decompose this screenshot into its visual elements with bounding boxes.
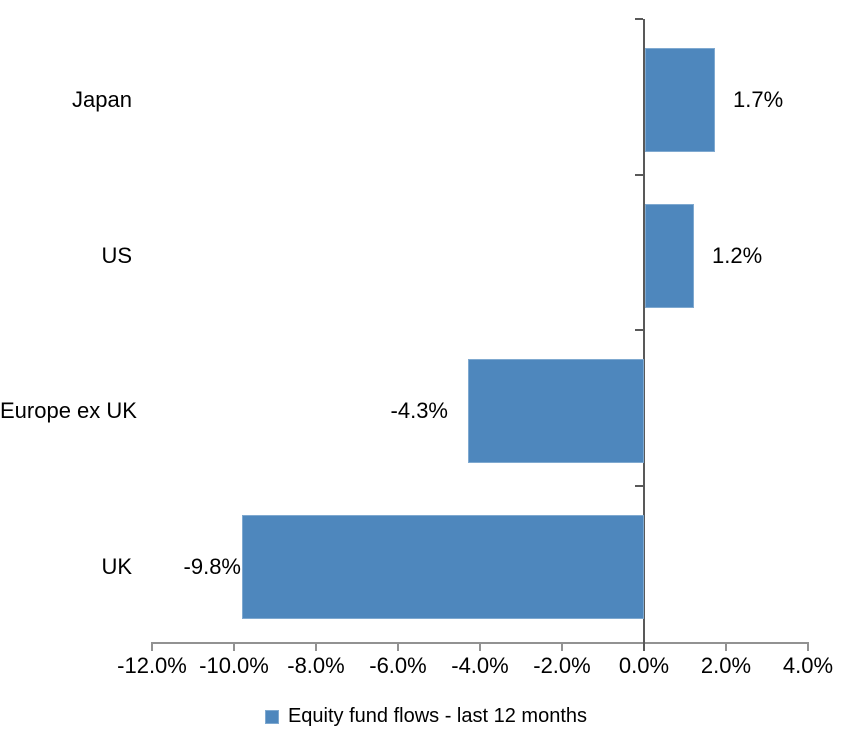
data-label: -4.3% xyxy=(390,398,448,423)
x-axis-label: 4.0% xyxy=(782,653,834,678)
y-axis-tick xyxy=(635,173,643,176)
x-axis-label: 2.0% xyxy=(700,653,752,678)
x-axis-tick xyxy=(151,642,153,651)
y-axis-tick xyxy=(635,18,643,20)
y-axis-tick xyxy=(635,329,643,331)
x-axis-tick xyxy=(397,642,399,651)
x-axis-label: -6.0% xyxy=(369,653,427,678)
category-label: US xyxy=(101,242,132,268)
legend-swatch-icon xyxy=(264,709,279,724)
bar xyxy=(645,203,694,308)
x-axis-label: -12.0% xyxy=(117,653,187,678)
x-axis-tick xyxy=(807,642,809,651)
legend: Equity fund flows - last 12 months xyxy=(0,705,852,728)
data-label: 1.7% xyxy=(733,87,784,112)
bar xyxy=(468,359,644,463)
x-axis-tick xyxy=(479,642,481,651)
x-axis-tick xyxy=(233,642,235,651)
bar xyxy=(242,514,644,619)
x-axis-label: -4.0% xyxy=(451,653,509,678)
y-axis-tick xyxy=(635,484,643,487)
x-axis-tick xyxy=(315,642,317,651)
x-axis-label: -10.0% xyxy=(199,653,269,678)
y-axis-zero-line xyxy=(643,19,645,651)
data-label: 1.2% xyxy=(712,242,763,268)
category-label: UK xyxy=(101,553,132,579)
legend-label: Equity fund flows - last 12 months xyxy=(287,705,588,727)
x-axis-tick xyxy=(561,642,563,651)
x-axis-tick xyxy=(725,642,727,651)
bar xyxy=(645,48,715,152)
data-label: -9.8% xyxy=(183,553,241,579)
category-label: Europe ex UK xyxy=(0,398,137,423)
category-label: Japan xyxy=(72,87,132,112)
x-axis-label: -8.0% xyxy=(287,653,345,678)
x-axis-label: -2.0% xyxy=(533,653,591,678)
x-axis-label: 0.0% xyxy=(618,653,670,678)
